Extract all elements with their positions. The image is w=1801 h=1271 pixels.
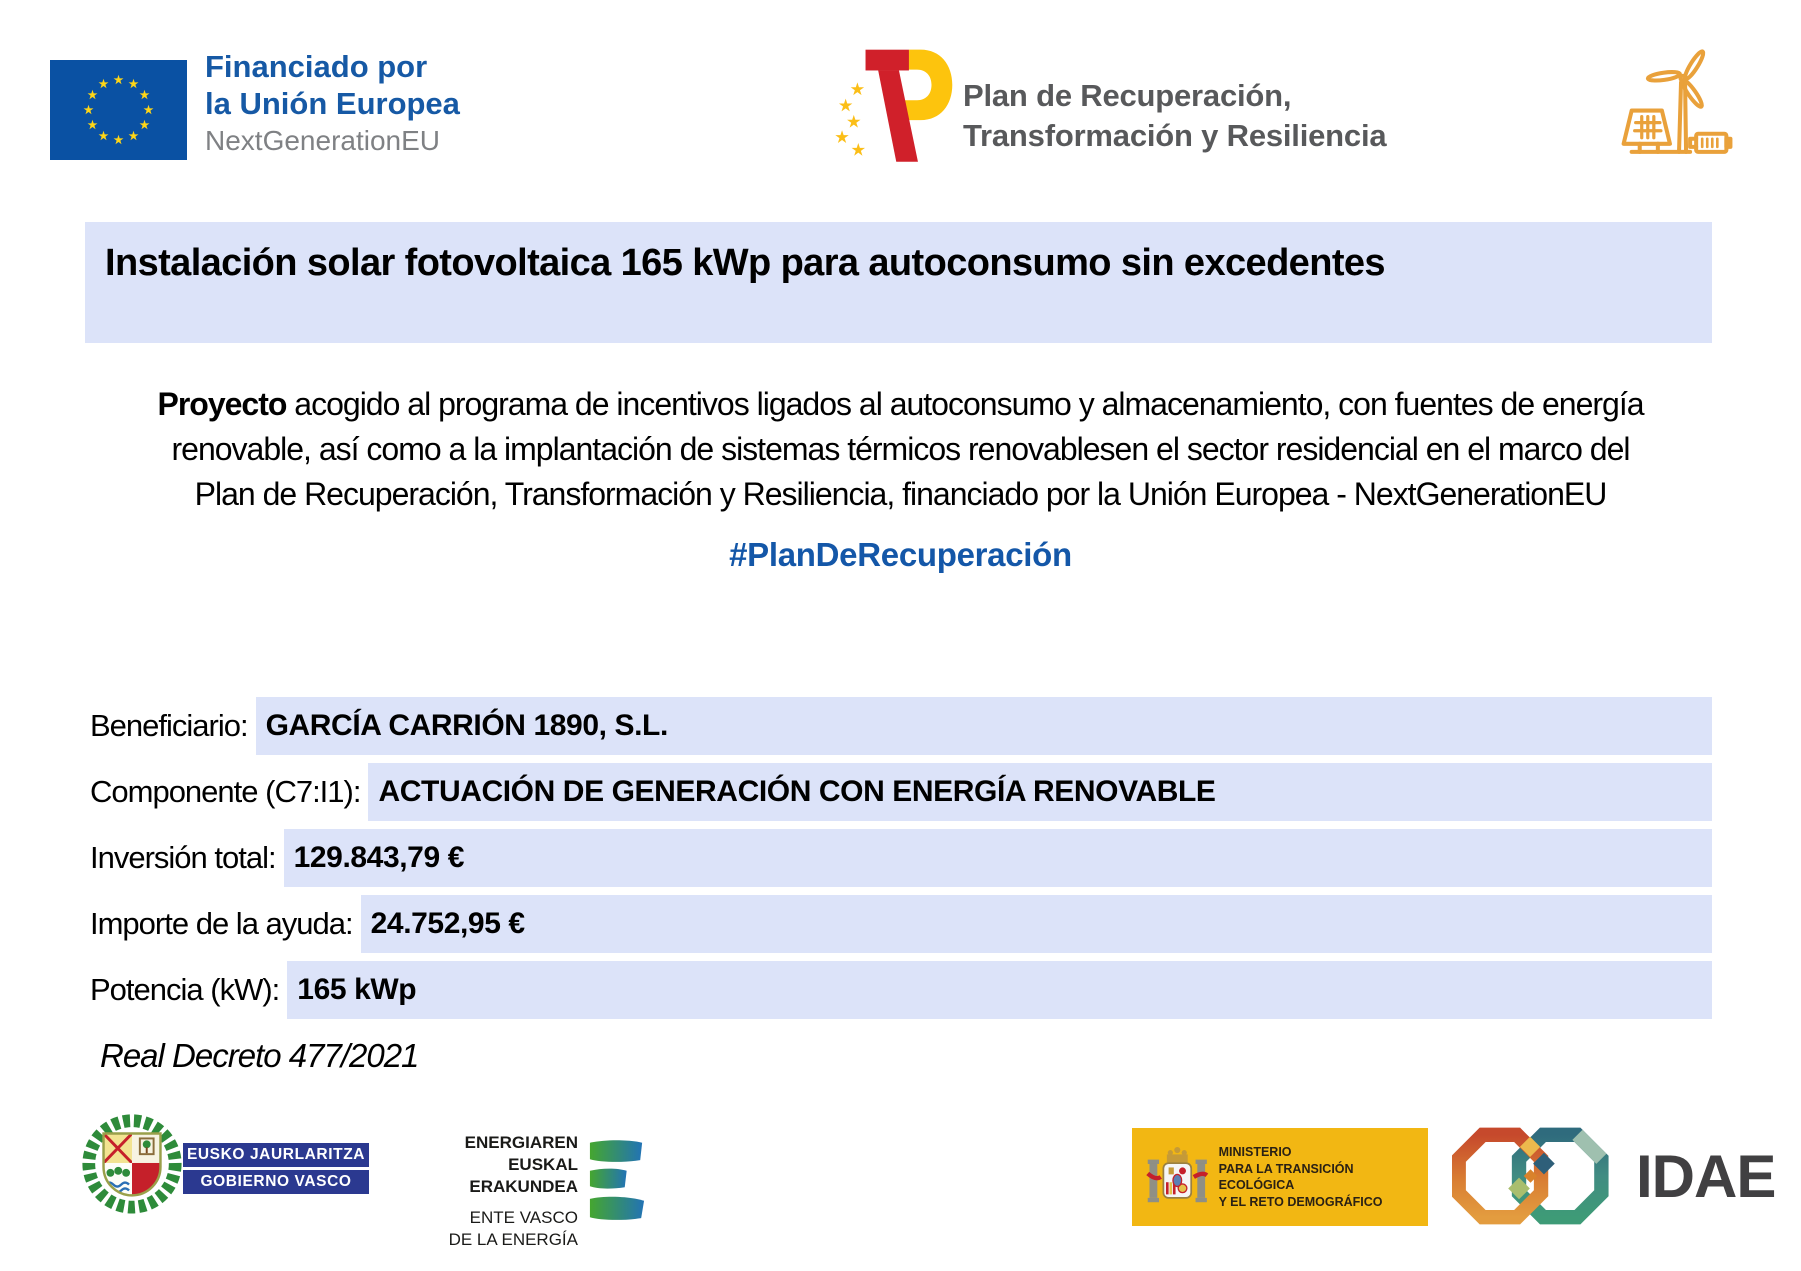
hashtag: #PlanDeRecuperación	[729, 536, 1072, 573]
eu-funding-line-1: Financiado por	[205, 49, 428, 84]
eu-funding-line-2: la Unión Europea	[205, 86, 460, 121]
decree-note: Real Decreto 477/2021	[100, 1037, 419, 1074]
renewable-energy-icon	[1621, 49, 1733, 154]
recovery-plan-tr-icon	[835, 49, 953, 162]
eve-text: ENERGIAREN EUSKAL ERAKUNDEA ENTE VASCO D…	[408, 1132, 578, 1251]
ministry-line-3: Y EL RETO DEMOGRÁFICO	[1218, 1194, 1383, 1209]
description-line-3: Plan de Recuperación, Transformación y R…	[194, 476, 1608, 512]
ministry-name: MINISTERIO PARA LA TRANSICIÓN ECOLÓGICA …	[1219, 1144, 1428, 1210]
field-value: GARCÍA CARRIÓN 1890, S.L.	[255, 697, 1712, 755]
idae-logo: IDAE	[1452, 1126, 1776, 1227]
spain-coat-of-arms-icon	[1146, 1147, 1209, 1203]
field-label: Beneficiario:	[90, 697, 256, 755]
eu-funding-text: Financiado por la Unión Europea NextGene…	[205, 48, 460, 160]
basque-coat-of-arms-icon	[82, 1114, 182, 1214]
field-value: 24.752,95 €	[360, 895, 1712, 953]
field-inversion-total: Inversión total: 129.843,79 €	[90, 829, 1712, 887]
field-importe-ayuda: Importe de la ayuda: 24.752,95 €	[90, 895, 1712, 953]
description-line-1-rest: acogido al programa de incentivos ligado…	[286, 386, 1644, 422]
field-label: Componente (C7:I1):	[90, 763, 369, 821]
field-beneficiario: Beneficiario: GARCÍA CARRIÓN 1890, S.L.	[90, 697, 1712, 755]
recovery-plan-line-2: Transformación y Resiliencia	[963, 118, 1387, 153]
recovery-plan-title: Plan de Recuperación, Transformación y R…	[963, 76, 1387, 156]
field-label: Importe de la ayuda:	[90, 895, 361, 953]
eu-funding-line-3: NextGenerationEU	[205, 125, 441, 156]
ministry-line-1: MINISTERIO	[1218, 1145, 1292, 1159]
field-componente: Componente (C7:I1): ACTUACIÓN DE GENERAC…	[90, 763, 1712, 821]
description-lead: Proyecto	[157, 386, 287, 422]
basque-government-logo: EUSKO JAURLARITZA GOBIERNO VASCO	[183, 1143, 369, 1197]
eve-name-line-4: DE LA ENERGÍA	[448, 1230, 578, 1249]
title-banner: Instalación solar fotovoltaica 165 kWp p…	[85, 222, 1712, 343]
project-description: Proyecto acogido al programa de incentiv…	[0, 382, 1801, 517]
eve-e-symbol-icon	[589, 1140, 645, 1220]
field-potencia: Potencia (kW): 165 kWp	[90, 961, 1712, 1019]
basque-name-eu: EUSKO JAURLARITZA	[183, 1143, 369, 1167]
eve-name-line-2: EUSKAL ERAKUNDEA	[469, 1155, 578, 1196]
eu-flag-icon	[50, 60, 187, 160]
recovery-plan-line-1: Plan de Recuperación,	[963, 78, 1292, 113]
field-value: 129.843,79 €	[283, 829, 1712, 887]
field-label: Potencia (kW):	[90, 961, 288, 1019]
eve-logo: ENERGIAREN EUSKAL ERAKUNDEA ENTE VASCO D…	[408, 1132, 646, 1251]
field-value: ACTUACIÓN DE GENERACIÓN CON ENERGÍA RENO…	[368, 763, 1712, 821]
eve-name-line-1: ENERGIAREN	[464, 1133, 578, 1152]
idae-octagons-icon	[1452, 1127, 1609, 1225]
ministry-logo: MINISTERIO PARA LA TRANSICIÓN ECOLÓGICA …	[1132, 1128, 1428, 1226]
eve-name-line-3: ENTE VASCO	[469, 1208, 578, 1227]
field-value: 165 kWp	[287, 961, 1712, 1019]
ministry-line-2: PARA LA TRANSICIÓN ECOLÓGICA	[1218, 1161, 1354, 1193]
idae-wordmark: IDAE	[1636, 1143, 1776, 1210]
fields-list: Beneficiario: GARCÍA CARRIÓN 1890, S.L. …	[90, 697, 1712, 1019]
description-line-2: renovable, así como a la implantación de…	[171, 431, 1631, 467]
project-title: Instalación solar fotovoltaica 165 kWp p…	[105, 242, 1386, 284]
description-line-1: Proyecto acogido al programa de incentiv…	[0, 382, 1801, 427]
field-label: Inversión total:	[90, 829, 284, 887]
basque-name-es: GOBIERNO VASCO	[183, 1170, 369, 1194]
